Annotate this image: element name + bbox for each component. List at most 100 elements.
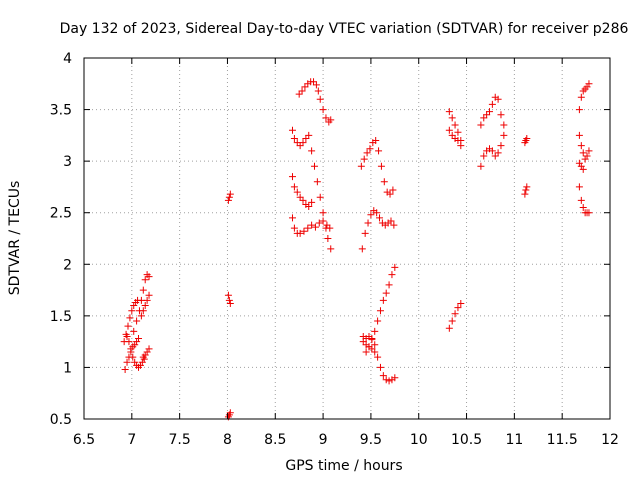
series-arc-10c (359, 332, 399, 385)
data-point (523, 134, 531, 142)
data-point (226, 299, 234, 307)
data-point (391, 263, 399, 271)
data-point (290, 134, 298, 142)
data-point (288, 126, 296, 134)
x-tick-label: 7 (127, 432, 136, 448)
data-point (457, 299, 465, 307)
data-point (376, 307, 384, 315)
x-tick-label: 10 (410, 432, 428, 448)
series-arc-10d (362, 263, 399, 356)
data-point (299, 196, 307, 204)
data-point (319, 106, 327, 114)
data-point (522, 186, 530, 194)
data-point (448, 114, 456, 122)
data-point (391, 374, 399, 382)
series-arc-9b (288, 126, 335, 253)
data-point (129, 353, 137, 361)
y-tick-label: 1 (63, 360, 72, 376)
data-point (139, 307, 147, 315)
data-point (480, 152, 488, 160)
data-point (225, 296, 233, 304)
x-tick-labels: 6.5 7 7.5 8 8.5 9 9.5 10 10.5 11 11.5 12 (73, 432, 619, 448)
data-point (290, 183, 298, 191)
series-arc-12a (575, 80, 593, 114)
series-arc-10e (359, 332, 379, 349)
data-point (361, 229, 369, 237)
data-point (448, 317, 456, 325)
data-point (316, 95, 324, 103)
data-point (296, 229, 304, 237)
data-point (141, 302, 149, 310)
data-points (120, 78, 593, 421)
data-point (581, 155, 589, 163)
data-point (445, 324, 453, 332)
data-point (295, 90, 303, 98)
x-tick-label: 12 (601, 432, 619, 448)
data-point (372, 137, 380, 145)
data-point (128, 307, 136, 315)
data-point (454, 128, 462, 136)
series-arc-7d (130, 271, 153, 335)
data-point (579, 149, 587, 157)
series-arc-8b (224, 291, 234, 307)
data-point (308, 221, 316, 229)
data-point (497, 111, 505, 119)
data-point (130, 302, 138, 310)
data-point (327, 116, 335, 124)
data-point (123, 332, 131, 340)
data-point (521, 190, 529, 198)
data-point (314, 87, 322, 95)
data-point (376, 363, 384, 371)
data-point (135, 335, 143, 343)
data-point (288, 173, 296, 181)
data-point (374, 353, 382, 361)
data-point (585, 209, 593, 217)
data-point (577, 142, 585, 150)
data-point (296, 193, 304, 201)
x-tick-label: 8 (223, 432, 232, 448)
data-point (371, 327, 379, 335)
x-tick-label: 6.5 (73, 432, 95, 448)
data-point (302, 134, 310, 142)
x-tick-label: 7.5 (169, 432, 191, 448)
data-point (364, 219, 372, 227)
series-arc-10g (445, 126, 465, 150)
data-point (454, 304, 462, 312)
data-point (310, 162, 318, 170)
data-point (579, 165, 587, 173)
data-point (477, 121, 485, 129)
data-point (357, 162, 365, 170)
series-arc-12d (575, 159, 587, 173)
data-point (382, 289, 390, 297)
data-point (491, 152, 499, 160)
data-point (298, 87, 306, 95)
chart-title: Day 132 of 2023, Sidereal Day-to-day VTE… (60, 21, 629, 37)
series-arc-11b (477, 131, 508, 170)
y-axis-label: SDTVAR / TECUs (7, 181, 23, 296)
data-point (143, 296, 151, 304)
data-point (387, 217, 395, 225)
series-arc-8a (224, 190, 234, 204)
x-axis-label: GPS time / hours (285, 458, 402, 474)
data-point (497, 142, 505, 150)
x-tick-label: 9.5 (360, 432, 382, 448)
data-point (577, 196, 585, 204)
series-arc-10a (357, 137, 397, 198)
data-point (377, 162, 385, 170)
data-point (575, 131, 583, 139)
series-arc-9c (288, 173, 316, 211)
data-point (143, 348, 151, 356)
data-point (480, 114, 488, 122)
x-tick-label: 11 (505, 432, 523, 448)
x-tick-label: 11.5 (547, 432, 578, 448)
data-point (385, 377, 393, 385)
data-point (358, 245, 366, 253)
data-point (365, 332, 373, 340)
x-tick-label: 9 (319, 432, 328, 448)
data-point (308, 147, 316, 155)
y-tick-label: 2 (63, 257, 72, 273)
y-tick-label: 4 (63, 51, 72, 67)
data-point (583, 152, 591, 160)
x-tick-label: 10.5 (451, 432, 482, 448)
